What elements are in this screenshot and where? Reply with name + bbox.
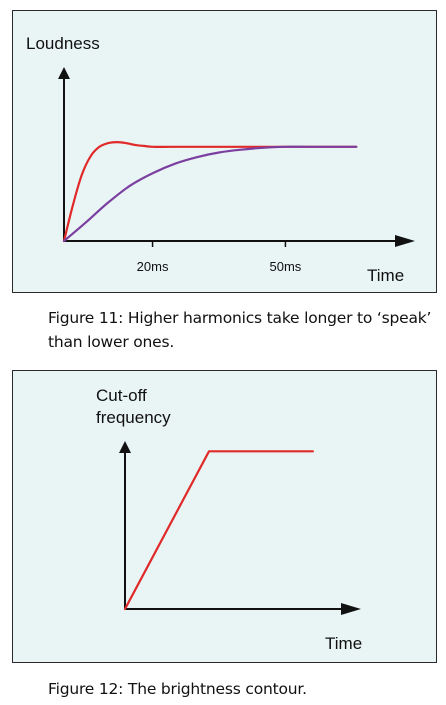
x-tick-label: 50ms bbox=[270, 259, 302, 274]
y-axis-arrowhead bbox=[119, 441, 131, 453]
y-axis-label: frequency bbox=[96, 408, 171, 427]
figure-11-caption: Figure 11: Higher harmonics take longer … bbox=[48, 309, 432, 351]
figure-12-caption: Figure 12: The brightness contour. bbox=[48, 680, 307, 698]
x-axis-arrowhead bbox=[395, 235, 415, 247]
y-axis-arrowhead bbox=[58, 67, 70, 79]
figure-12-chart: Cut-off frequency Time bbox=[12, 370, 437, 663]
x-axis-arrowhead bbox=[341, 603, 361, 615]
figure-11-plot: 20ms 50ms Loudness Time bbox=[26, 34, 415, 285]
y-axis-label: Cut-off bbox=[96, 386, 147, 405]
series-line-1 bbox=[62, 141, 358, 243]
figure-12-plot: Cut-off frequency Time bbox=[96, 386, 362, 653]
figure-11-chart: 20ms 50ms Loudness Time bbox=[12, 10, 437, 293]
series-line-1 bbox=[123, 450, 314, 611]
series-line-2 bbox=[62, 145, 358, 243]
y-axis-label: Loudness bbox=[26, 34, 100, 53]
x-tick-label: 20ms bbox=[137, 259, 169, 274]
x-axis-label: Time bbox=[325, 634, 362, 653]
x-axis-label: Time bbox=[367, 266, 404, 285]
